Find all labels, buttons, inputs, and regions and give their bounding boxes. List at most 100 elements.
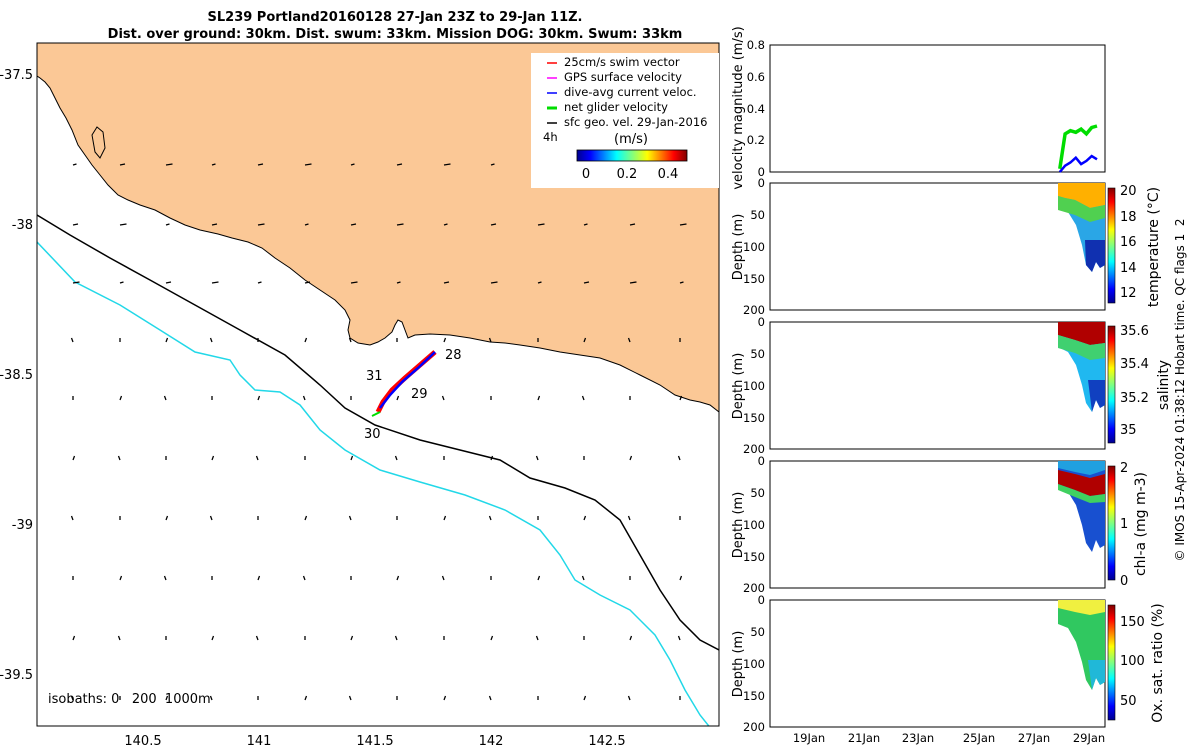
day-label-29: 29: [411, 387, 428, 402]
velocity-arrow: [255, 635, 259, 641]
velocity-arrow: [443, 163, 451, 166]
velocity-arrow: [488, 337, 492, 343]
panel-ytick: 200: [743, 581, 765, 595]
legend-item-dive-avg: dive-avg current veloc.: [547, 85, 697, 99]
colorbar-tick: 18: [1120, 210, 1137, 225]
oxygen-panel: Depth (m) 0 50 100 150 200 50 100 150 Ox…: [731, 593, 1166, 734]
legend-label: dive-avg current veloc.: [564, 85, 697, 99]
legend-label: sfc geo. vel. 29-Jan-2016: [564, 115, 708, 129]
velocity-arrow: [396, 223, 404, 226]
panel-ytick: 0.8: [747, 38, 765, 52]
temperature-panel: Depth (m) 0 50 100 150 200 12 14 16 18 2…: [731, 176, 1162, 317]
velocity-arrow: [488, 695, 492, 701]
oxygen-colorbar: [1107, 604, 1116, 721]
velocity-arrow: [165, 281, 172, 284]
depth-ylabel: Depth (m): [731, 353, 746, 420]
credit-text: © IMOS 15-Apr-2024 01:38:12 Hobart time.…: [1173, 219, 1187, 562]
velocity-arrow: [583, 695, 587, 701]
velocity-arrow: [627, 337, 631, 343]
velocity-arrow: [537, 281, 542, 284]
velocity-arrow: [535, 455, 539, 461]
depth-ylabel: Depth (m): [731, 492, 746, 559]
velocity-arrow: [257, 281, 262, 284]
legend-item-geo: sfc geo. vel. 29-Jan-2016: [547, 115, 708, 129]
colorbar-tick: 1: [1120, 517, 1128, 532]
day-label-28: 28: [445, 348, 462, 363]
velocity-arrow: [394, 635, 398, 641]
colorbar-tick: 35: [1120, 423, 1137, 438]
velocity-arrow: [165, 515, 169, 521]
velocity-arrow: [348, 515, 352, 521]
velocity-panel: velocity magnitude (m/s) 0 0.2 0.4 0.6 0…: [731, 26, 1106, 190]
velocity-arrow: [119, 395, 123, 401]
title-line1: SL239 Portland20160128 27-Jan 23Z to 29-…: [208, 10, 583, 25]
panel-ytick: 100: [743, 240, 765, 254]
panel-ytick: 0: [758, 165, 765, 179]
temperature-label: temperature (°C): [1146, 187, 1162, 307]
colorbar-tick: 0.4: [658, 167, 679, 182]
map-ytick: -39.5: [0, 668, 33, 683]
colorbar-tick: 50: [1120, 694, 1137, 709]
title-line2: Dist. over ground: 30km. Dist. swum: 33k…: [108, 27, 683, 42]
map-xtick: 142: [479, 734, 504, 749]
temperature-colorbar: [1107, 187, 1116, 304]
velocity-arrow: [72, 281, 80, 284]
panel-ytick: 100: [743, 657, 765, 671]
legend-label: net glider velocity: [564, 100, 668, 114]
velocity-arrow: [117, 635, 121, 641]
colorbar-tick: 16: [1120, 235, 1137, 250]
velocity-arrow: [119, 281, 124, 284]
map-ytick: -37.5: [0, 68, 33, 83]
velocity-arrow: [581, 395, 585, 401]
velocity-arrow: [679, 575, 683, 581]
velocity-arrow: [627, 515, 631, 521]
colorbar-tick: 100: [1120, 654, 1145, 669]
panel-ytick: 0: [758, 315, 765, 329]
velocity-arrow: [72, 223, 79, 226]
map-ytick: -39: [12, 518, 33, 533]
velocity-arrow: [350, 163, 355, 166]
panel-ytick: 100: [743, 379, 765, 393]
velocity-arrow: [679, 281, 684, 284]
day-label-30: 30: [364, 427, 381, 442]
velocity-arrow: [443, 515, 447, 521]
velocity-arrow: [119, 575, 123, 581]
velocity-arrow: [629, 455, 633, 461]
temperature-section-deep: [1085, 240, 1105, 272]
panel-ytick: 100: [743, 518, 765, 532]
map-xtick: 140.5: [124, 734, 161, 749]
salinity-section-low: [1088, 380, 1105, 412]
panel-ytick: 150: [743, 411, 765, 425]
velocity-arrow: [72, 455, 76, 461]
speed-colorbar: [576, 149, 688, 162]
velocity-arrow: [348, 695, 352, 701]
velocity-arrow: [211, 455, 215, 461]
time-tick: 19Jan: [793, 731, 825, 745]
velocity-arrow: [70, 337, 74, 343]
velocity-arrow: [441, 575, 445, 581]
velocity-arrow: [119, 223, 127, 226]
time-tick: 29Jan: [1073, 731, 1105, 745]
velocity-arrow: [302, 575, 306, 581]
velocity-arrow: [537, 575, 541, 581]
legend-interval: 4h: [543, 130, 558, 144]
velocity-arrow: [537, 395, 541, 401]
velocity-arrow: [350, 635, 354, 641]
colorbar-tick: 150: [1120, 615, 1145, 630]
time-tick: 23Jan: [902, 731, 934, 745]
map-legend: 25cm/s swim vector GPS surface velocity …: [531, 53, 719, 188]
velocity-arrow: [629, 223, 636, 226]
isobath-200m: [37, 214, 719, 651]
velocity-arrow: [629, 635, 633, 641]
colorbar-tick: 14: [1120, 261, 1137, 276]
colorbar-tick: 35.6: [1120, 324, 1149, 339]
velocity-arrow: [257, 223, 265, 226]
panel-ytick: 50: [750, 208, 765, 222]
velocity-arrow: [72, 635, 76, 641]
chla-label: chl-a (mg m-3): [1133, 472, 1149, 576]
map-yticks: -37.5 -38 -38.5 -39 -39.5: [0, 68, 33, 683]
velocity-arrow: [350, 281, 358, 284]
isobath-1000m: [37, 241, 710, 726]
salinity-label: salinity: [1156, 360, 1172, 410]
map-xticks: 140.5 141 141.5 142 142.5: [124, 734, 625, 749]
